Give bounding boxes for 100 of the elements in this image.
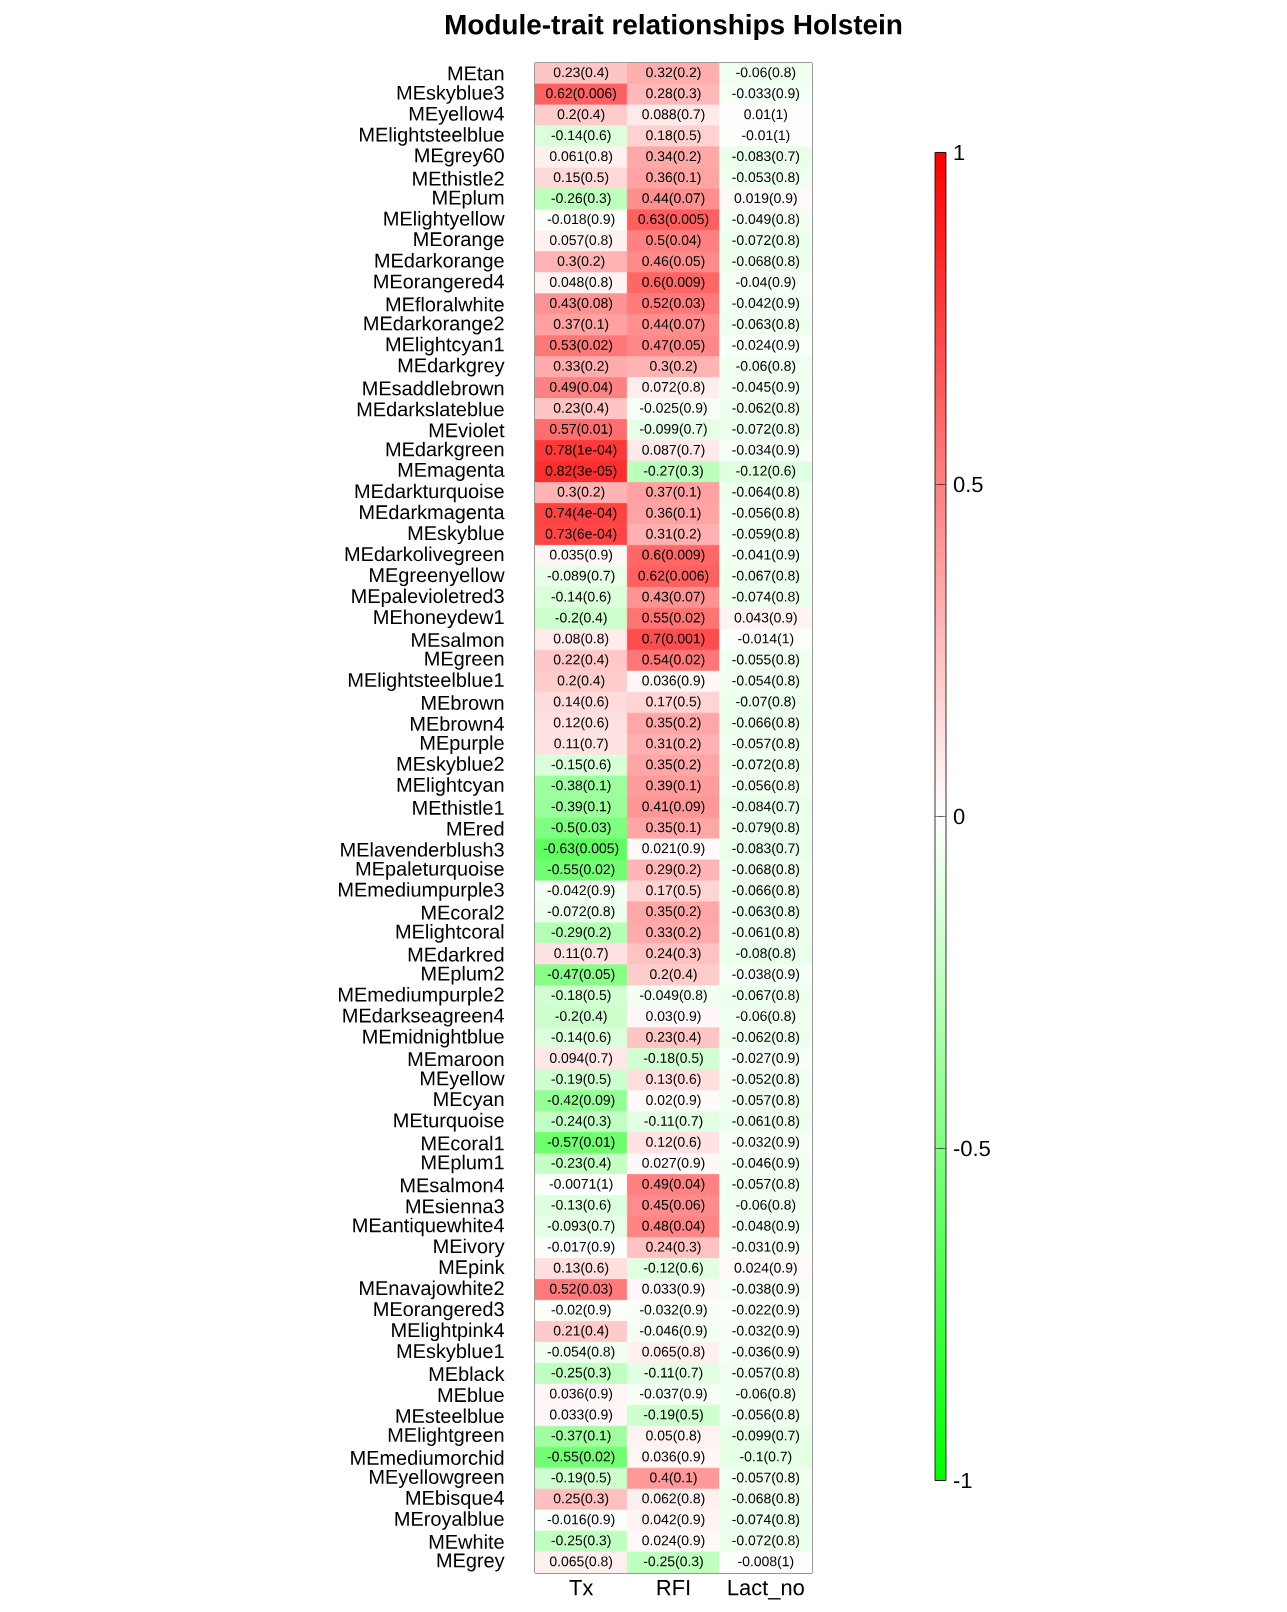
- data-label: 0.52(0.03): [642, 297, 705, 311]
- data-label: -0.052(0.8): [732, 1073, 800, 1087]
- data-label: 0.54(0.02): [642, 654, 705, 668]
- data-label: -0.033(0.9): [732, 87, 800, 101]
- data-label: -0.089(0.7): [547, 570, 615, 584]
- data-label: -0.01(1): [742, 129, 790, 143]
- color-bar-label: 0: [953, 808, 965, 825]
- data-label: 0.36(0.1): [646, 171, 701, 185]
- color-bar-label: -1: [954, 1472, 972, 1489]
- data-label: -0.059(0.8): [732, 528, 800, 542]
- data-label: 0.019(0.9): [734, 192, 797, 206]
- y-tick-label: MEyellow4: [409, 106, 505, 125]
- data-label: -0.054(0.8): [732, 675, 800, 689]
- data-label: 0.78(1e-04): [545, 444, 617, 458]
- data-label: 0.21(0.4): [553, 1325, 609, 1339]
- data-label: -0.068(0.8): [732, 863, 800, 877]
- data-label: -0.042(0.9): [547, 884, 615, 898]
- data-label: -0.06(0.8): [736, 1199, 796, 1213]
- data-label: -0.15(0.6): [551, 759, 611, 773]
- data-label: -0.47(0.05): [547, 968, 615, 982]
- data-label: 0.32(0.2): [646, 67, 701, 80]
- y-tick-label: MEroyalblue: [395, 1511, 504, 1530]
- data-label: 0.05(0.8): [646, 1430, 701, 1444]
- data-label: 0.4(0.1): [650, 1472, 697, 1486]
- data-label: 0.024(0.9): [642, 1535, 705, 1549]
- y-tick-label: MEpalevioletred3: [352, 588, 504, 608]
- data-label: -0.037(0.9): [640, 1388, 707, 1402]
- color-bar-label: 1: [954, 144, 965, 161]
- data-label: -0.032(0.9): [640, 1304, 707, 1318]
- data-label: -0.056(0.8): [732, 507, 800, 521]
- y-tick-label: MEmaroon: [408, 1052, 504, 1067]
- y-tick-label: MEmediumpurple2: [339, 987, 504, 1006]
- data-label: -0.13(0.6): [551, 1199, 611, 1213]
- data-label: -0.027(0.9): [732, 1052, 800, 1066]
- y-tick-label: MElightsteelblue: [360, 127, 504, 146]
- data-label: -0.19(0.5): [551, 1073, 611, 1087]
- y-tick-label: MEsalmon: [412, 632, 504, 648]
- data-label: 0.12(0.6): [553, 717, 609, 731]
- data-label: -0.053(0.8): [732, 171, 800, 185]
- data-label: 0.5(0.04): [646, 234, 701, 248]
- data-label: 0.043(0.9): [734, 612, 797, 626]
- y-tick-label: MEskyblue3: [397, 85, 504, 104]
- y-tick-label: MElavenderblush3: [341, 842, 504, 857]
- y-tick-label: MEred: [447, 821, 504, 836]
- data-label: -0.057(0.8): [732, 1367, 800, 1381]
- data-label: -0.27(0.3): [643, 465, 703, 479]
- y-tick-label: MElightsteelblue1: [348, 672, 504, 691]
- data-label: -0.06(0.8): [736, 1388, 796, 1402]
- data-label: 0.061(0.8): [549, 150, 613, 164]
- data-label: -0.014(1): [738, 633, 794, 647]
- data-label: -0.11(0.7): [644, 1367, 703, 1381]
- y-tick-label: MElightpink4: [392, 1322, 505, 1342]
- data-label: 0.28(0.3): [646, 87, 701, 101]
- data-label: -0.2(0.4): [555, 1010, 607, 1024]
- y-tick-label: MEbisque4: [406, 1490, 505, 1509]
- data-label: -0.18(0.5): [643, 1052, 703, 1066]
- y-tick-label: MEhoneydew1: [374, 609, 504, 629]
- data-label: 0.6(0.009): [642, 276, 705, 290]
- data-label: -0.23(0.4): [551, 1157, 611, 1171]
- data-label: 0.57(0.01): [549, 423, 613, 437]
- data-label: -0.06(0.8): [736, 1010, 796, 1024]
- y-tick-label: MEorange: [414, 232, 504, 251]
- y-tick-label: MEdarkseagreen4: [343, 1007, 504, 1027]
- y-tick-label: MEsaddlebrown: [363, 380, 504, 396]
- data-label: 0.35(0.1): [646, 822, 701, 835]
- y-tick-label: MEpurple: [420, 735, 504, 754]
- data-label: 0.027(0.9): [642, 1157, 705, 1171]
- data-label: 0.39(0.1): [646, 780, 701, 794]
- y-tick-label: MEskyblue1: [397, 1343, 504, 1363]
- data-label: -0.063(0.8): [732, 318, 800, 332]
- color-bar-label: 0.5: [953, 476, 983, 493]
- data-label: -0.061(0.8): [732, 1115, 800, 1129]
- y-tick-label: MEivory: [434, 1238, 505, 1258]
- data-label: 0.29(0.2): [646, 863, 701, 877]
- data-label: 0.042(0.9): [642, 1514, 705, 1528]
- y-tick-label: MEthistle1: [413, 800, 504, 815]
- data-label: -0.084(0.7): [732, 801, 800, 815]
- data-label: 0.23(0.4): [553, 402, 609, 416]
- data-label: 0.036(0.9): [642, 1451, 705, 1465]
- data-label: -0.032(0.9): [732, 1325, 800, 1339]
- y-tick-label: MEdarkorange2: [364, 315, 504, 335]
- y-tick-label: MEyellow: [420, 1070, 505, 1090]
- data-label: 0.37(0.1): [646, 486, 701, 500]
- data-label: -0.046(0.9): [732, 1157, 800, 1171]
- data-label: 0.2(0.4): [650, 968, 697, 982]
- data-label: 0.065(0.8): [549, 1556, 613, 1570]
- data-label: -0.57(0.01): [547, 1136, 615, 1150]
- data-label: 0.065(0.8): [642, 1346, 705, 1360]
- data-label: 0.44(0.07): [642, 318, 705, 332]
- data-label: -0.064(0.8): [732, 486, 800, 500]
- data-label: -0.025(0.9): [640, 402, 707, 416]
- data-label: -0.072(0.8): [732, 759, 800, 773]
- data-label: -0.074(0.8): [732, 1514, 800, 1528]
- data-label: -0.06(0.8): [736, 67, 796, 80]
- data-label: 0.34(0.2): [646, 150, 701, 164]
- y-tick-label: MEmidnightblue: [363, 1028, 504, 1048]
- data-label: 0.021(0.9): [642, 842, 705, 856]
- data-label: 0.7(0.001): [642, 633, 705, 647]
- data-label: 0.36(0.1): [646, 507, 701, 521]
- y-tick-label: MEtan: [448, 66, 504, 81]
